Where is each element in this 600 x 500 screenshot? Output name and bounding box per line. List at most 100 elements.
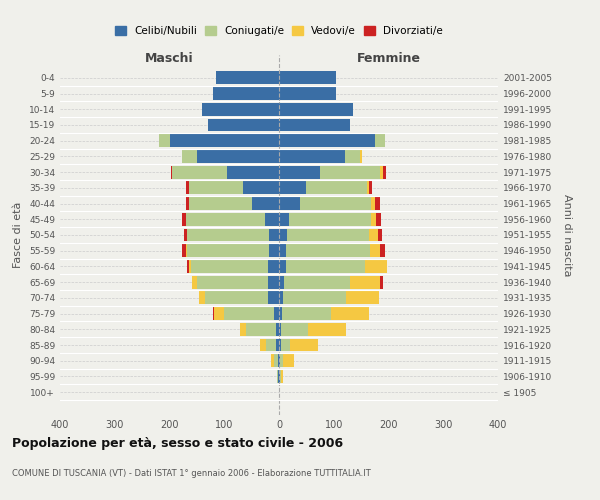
Bar xyxy=(279,72,337,85)
Text: Femmine: Femmine xyxy=(356,52,421,66)
Bar xyxy=(187,228,279,241)
Bar xyxy=(279,166,380,178)
Bar xyxy=(274,307,279,320)
Bar xyxy=(279,150,362,163)
Bar xyxy=(277,370,279,383)
Text: Popolazione per età, sesso e stato civile - 2006: Popolazione per età, sesso e stato civil… xyxy=(12,438,343,450)
Bar xyxy=(271,354,279,367)
Text: COMUNE DI TUSCANIA (VT) - Dati ISTAT 1° gennaio 2006 - Elaborazione TUTTITALIA.I: COMUNE DI TUSCANIA (VT) - Dati ISTAT 1° … xyxy=(12,469,371,478)
Bar xyxy=(224,307,279,320)
Bar xyxy=(279,338,318,351)
Bar xyxy=(269,228,279,241)
Bar xyxy=(188,260,279,273)
Bar xyxy=(279,182,307,194)
Bar xyxy=(279,244,385,257)
Bar xyxy=(188,182,279,194)
Bar xyxy=(186,182,279,194)
Bar xyxy=(279,150,360,163)
Bar xyxy=(279,213,376,226)
Bar xyxy=(279,166,383,178)
Bar xyxy=(279,307,370,320)
Bar xyxy=(279,323,346,336)
Bar xyxy=(279,182,370,194)
Bar xyxy=(246,323,279,336)
Bar xyxy=(216,72,279,85)
Bar xyxy=(182,150,279,163)
Bar xyxy=(271,354,279,367)
Bar xyxy=(279,103,353,116)
Bar xyxy=(279,118,350,132)
Bar xyxy=(274,354,279,367)
Bar xyxy=(208,118,279,132)
Bar xyxy=(279,323,346,336)
Bar xyxy=(193,276,279,288)
Bar xyxy=(184,228,279,241)
Bar xyxy=(214,87,279,100)
Bar xyxy=(279,87,337,100)
Bar xyxy=(279,354,294,367)
Bar xyxy=(268,276,279,288)
Bar xyxy=(266,338,279,351)
Bar xyxy=(279,197,376,210)
Bar xyxy=(214,307,279,320)
Bar xyxy=(182,150,279,163)
Bar xyxy=(279,87,337,100)
Bar xyxy=(276,338,279,351)
Bar xyxy=(187,228,279,241)
Bar xyxy=(172,166,279,178)
Bar xyxy=(279,260,365,273)
Y-axis label: Anni di nascita: Anni di nascita xyxy=(562,194,572,276)
Bar xyxy=(279,276,284,288)
Bar xyxy=(186,244,279,257)
Bar xyxy=(279,213,371,226)
Bar xyxy=(216,72,279,85)
Legend: Celibi/Nubili, Coniugati/e, Vedovi/e, Divorziati/e: Celibi/Nubili, Coniugati/e, Vedovi/e, Di… xyxy=(113,24,445,38)
Bar xyxy=(279,150,362,163)
Bar xyxy=(279,260,387,273)
Bar xyxy=(279,228,382,241)
Bar xyxy=(239,323,279,336)
Bar xyxy=(279,118,350,132)
Bar xyxy=(279,166,320,178)
Bar xyxy=(193,276,279,288)
Bar xyxy=(213,307,279,320)
Bar xyxy=(188,182,279,194)
Bar xyxy=(186,197,279,210)
Bar xyxy=(279,72,337,85)
Bar xyxy=(279,118,350,132)
Bar xyxy=(279,370,283,383)
Bar xyxy=(279,307,282,320)
Bar xyxy=(279,197,380,210)
Bar xyxy=(279,166,386,178)
Bar xyxy=(182,244,279,257)
Bar xyxy=(279,276,350,288)
Bar xyxy=(279,134,385,147)
Bar xyxy=(202,103,279,116)
Bar xyxy=(158,134,279,147)
Bar xyxy=(279,338,290,351)
Bar xyxy=(278,354,279,367)
Bar xyxy=(279,370,281,383)
Bar xyxy=(279,103,353,116)
Bar xyxy=(279,228,370,241)
Bar xyxy=(279,134,385,147)
Bar xyxy=(279,182,372,194)
Bar xyxy=(277,370,279,383)
Bar xyxy=(170,134,279,147)
Bar xyxy=(279,260,387,273)
Bar xyxy=(279,292,379,304)
Bar xyxy=(205,292,279,304)
Bar xyxy=(279,260,286,273)
Bar xyxy=(172,166,279,178)
Bar xyxy=(197,150,279,163)
Bar xyxy=(208,118,279,132)
Bar xyxy=(182,213,279,226)
Bar xyxy=(279,103,353,116)
Bar xyxy=(279,150,345,163)
Bar xyxy=(276,323,279,336)
Bar xyxy=(260,338,279,351)
Bar xyxy=(279,276,380,288)
Bar xyxy=(279,244,286,257)
Bar xyxy=(202,103,279,116)
Bar xyxy=(251,197,279,210)
